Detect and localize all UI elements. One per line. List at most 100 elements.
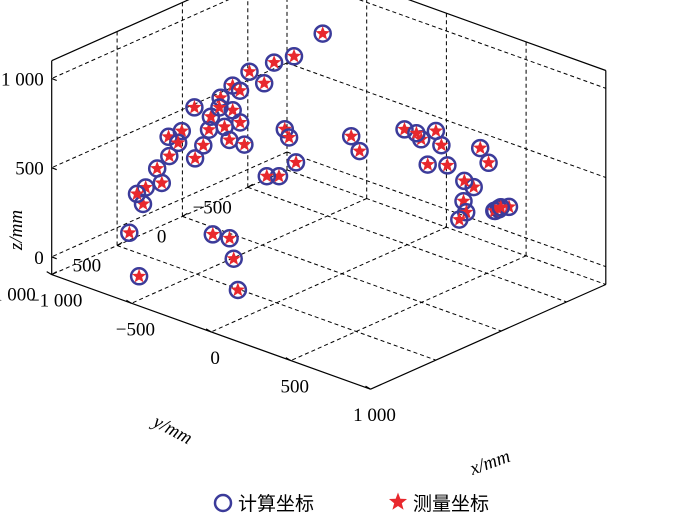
legend-entry-measured: 测量坐标 — [413, 493, 489, 515]
point-measured — [352, 143, 367, 158]
box-edge-hidden — [286, 169, 606, 285]
point-measured — [281, 129, 297, 144]
point-calculated — [172, 121, 192, 141]
x-tick-mark — [285, 357, 292, 362]
y-tick-label: 1 000 — [0, 285, 36, 306]
x-tick-label: 0 — [210, 348, 220, 369]
point-calculated — [228, 280, 248, 300]
point-measured — [135, 196, 151, 211]
point-measured — [162, 148, 177, 163]
point-calculated — [194, 136, 213, 155]
grid-line-left-z — [51, 0, 230, 79]
point-calculated — [168, 133, 188, 153]
box-edge — [370, 283, 607, 390]
grid-line-floor-x — [290, 255, 527, 362]
point-calculated — [257, 166, 277, 186]
y-tick-mark — [182, 212, 188, 217]
point-calculated — [470, 138, 490, 158]
point-calculated — [284, 47, 304, 66]
point-measured — [154, 175, 169, 190]
grid-line-floor-y — [116, 245, 436, 361]
point-calculated — [438, 156, 457, 175]
point-measured — [222, 230, 237, 245]
y-tick-mark — [51, 271, 58, 276]
x-tick-mark — [365, 385, 371, 390]
point-calculated — [341, 126, 361, 146]
point-calculated — [127, 184, 147, 204]
box-edge — [51, 0, 190, 62]
z-tick-mark — [51, 256, 57, 260]
box-edge — [51, 274, 371, 390]
x-tick-label: 500 — [281, 377, 310, 398]
point-measured — [222, 132, 237, 147]
point-measured — [420, 157, 435, 171]
y-tick-mark — [116, 241, 123, 247]
point-calculated — [185, 98, 204, 117]
y-tick-label: 0 — [157, 226, 167, 247]
point-calculated — [230, 81, 250, 100]
point-measured — [196, 137, 211, 152]
point-calculated — [279, 128, 299, 147]
x-axis-label: x/mm — [466, 446, 513, 480]
point-measured — [131, 268, 147, 283]
legend-entry-calculated: 计算坐标 — [238, 493, 314, 515]
point-measured — [397, 121, 412, 136]
grid-lines — [51, 0, 606, 362]
point-measured — [271, 168, 287, 183]
point-calculated — [203, 225, 223, 244]
grid-line-back-z — [286, 151, 606, 268]
grid-line-left-z — [51, 151, 288, 258]
point-calculated — [313, 24, 332, 43]
point-calculated — [264, 53, 284, 72]
z-tick-label: 500 — [15, 159, 44, 180]
point-measured — [201, 122, 217, 136]
point-measured — [205, 226, 220, 241]
point-calculated — [235, 135, 254, 154]
y-tick-mark — [247, 183, 254, 188]
point-measured — [230, 282, 245, 297]
y-tick-label: 500 — [73, 256, 102, 277]
point-calculated — [395, 120, 414, 139]
point-measured — [138, 180, 153, 194]
point-measured — [188, 150, 203, 165]
point-measured — [232, 83, 248, 97]
point-calculated — [350, 141, 369, 161]
point-calculated — [491, 197, 511, 217]
point-measured — [226, 251, 241, 265]
point-measured — [259, 168, 274, 183]
point-measured — [457, 173, 472, 187]
point-measured — [277, 121, 292, 136]
x-tick-label: 1 000 — [353, 405, 396, 426]
point-measured — [257, 75, 272, 90]
point-measured — [242, 64, 257, 78]
point-measured — [161, 129, 176, 143]
point-measured — [203, 109, 219, 123]
legend-star-icon — [388, 492, 408, 510]
point-calculated — [185, 149, 205, 168]
data-points — [120, 24, 519, 300]
x-tick-label: −500 — [116, 319, 155, 340]
point-measured — [493, 199, 508, 214]
x-tick-mark — [126, 299, 132, 304]
point-calculated — [230, 113, 250, 132]
z-axis-label: z/mm — [6, 210, 27, 251]
point-measured — [233, 114, 248, 129]
point-measured — [150, 161, 165, 175]
point-measured — [440, 157, 455, 172]
point-measured — [409, 125, 424, 140]
point-calculated — [240, 62, 259, 81]
tick-labels: −1 000 −500 0 500 1 000 −500 0 500 1 000 0 500 1 00… — [0, 70, 396, 427]
point-calculated — [129, 267, 149, 286]
point-calculated — [450, 210, 469, 229]
grid-line-floor-x — [131, 198, 367, 304]
point-calculated — [407, 123, 426, 143]
point-calculated — [160, 146, 179, 166]
y-axis-label: y/mm — [148, 410, 196, 449]
point-measured — [217, 119, 232, 133]
point-measured — [344, 128, 359, 143]
point-calculated — [120, 223, 139, 243]
point-measured — [456, 193, 471, 208]
point-measured — [129, 186, 145, 200]
point-calculated — [210, 98, 229, 117]
z-tick-label: 1 000 — [1, 70, 44, 91]
